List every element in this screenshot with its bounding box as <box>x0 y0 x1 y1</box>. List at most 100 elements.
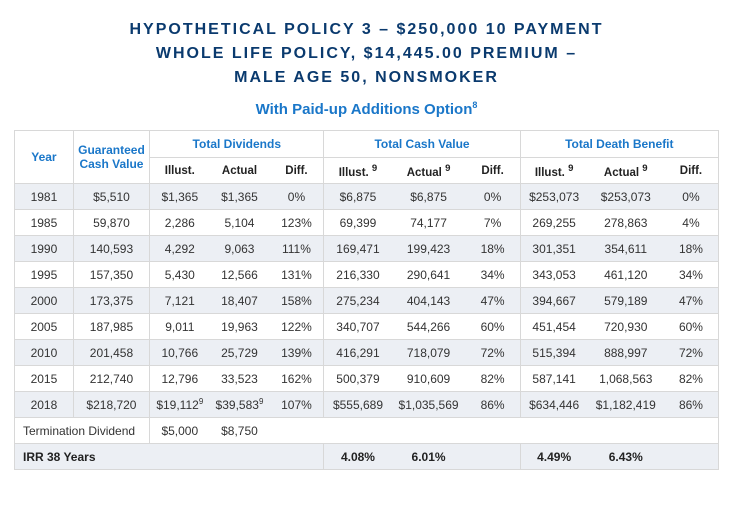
cell: 72% <box>466 340 521 366</box>
cell: 69,399 <box>324 210 392 236</box>
cell: 579,189 <box>588 288 664 314</box>
cell: 0% <box>466 184 521 210</box>
cell: 1981 <box>15 184 74 210</box>
cell: 275,234 <box>324 288 392 314</box>
cell <box>466 444 521 470</box>
title-line-3: MALE AGE 50, NONSMOKER <box>234 69 499 86</box>
cell: 34% <box>466 262 521 288</box>
cell: 2000 <box>15 288 74 314</box>
cell: 212,740 <box>73 366 149 392</box>
cell: $1,365 <box>150 184 210 210</box>
cell: 12,566 <box>210 262 270 288</box>
title: HYPOTHETICAL POLICY 3 – $250,000 10 PAYM… <box>14 18 719 90</box>
cell: $1,182,419 <box>588 392 664 418</box>
cell: 340,707 <box>324 314 392 340</box>
cell: 4.49% <box>520 444 588 470</box>
cell: 34% <box>664 262 719 288</box>
cell: 9,011 <box>150 314 210 340</box>
cell: $8,750 <box>210 418 270 444</box>
policy-table: Year Guaranteed Cash Value Total Dividen… <box>14 130 719 470</box>
sub-div-diff: Diff. <box>269 158 324 184</box>
table-body: 1981$5,510$1,365$1,3650%$6,875$6,8750%$2… <box>15 184 719 470</box>
table-row: 1981$5,510$1,365$1,3650%$6,875$6,8750%$2… <box>15 184 719 210</box>
cell: 7,121 <box>150 288 210 314</box>
cell: 18,407 <box>210 288 270 314</box>
cell: 72% <box>664 340 719 366</box>
cell: $39,5839 <box>210 392 270 418</box>
sub-cv-diff: Diff. <box>466 158 521 184</box>
cell: 301,351 <box>520 236 588 262</box>
cell: 290,641 <box>392 262 466 288</box>
cell: $6,875 <box>324 184 392 210</box>
cell: 1990 <box>15 236 74 262</box>
cell: 123% <box>269 210 324 236</box>
cell: 169,471 <box>324 236 392 262</box>
cell: 82% <box>664 366 719 392</box>
cell: 59,870 <box>73 210 149 236</box>
table-row: 2010201,45810,76625,729139%416,291718,07… <box>15 340 719 366</box>
cell: 162% <box>269 366 324 392</box>
subtitle: With Paid-up Additions Option8 <box>14 100 719 118</box>
sub-div-actual: Actual <box>210 158 270 184</box>
cell: 461,120 <box>588 262 664 288</box>
cell: 4% <box>664 210 719 236</box>
header-row-1: Year Guaranteed Cash Value Total Dividen… <box>15 131 719 158</box>
table-row-2018: 2018$218,720$19,1129$39,5839107%$555,689… <box>15 392 719 418</box>
sub-db-diff: Diff. <box>664 158 719 184</box>
cell: 4,292 <box>150 236 210 262</box>
cell: 5,104 <box>210 210 270 236</box>
cell: 404,143 <box>392 288 466 314</box>
cell: 86% <box>664 392 719 418</box>
sub-cv-actual: Actual 9 <box>392 158 466 184</box>
cell: 60% <box>466 314 521 340</box>
cell: 216,330 <box>324 262 392 288</box>
irr-label: IRR 38 Years <box>15 444 324 470</box>
cell: 0% <box>269 184 324 210</box>
title-line-2: WHOLE LIFE POLICY, $14,445.00 PREMIUM – <box>156 45 577 62</box>
title-line-1: HYPOTHETICAL POLICY 3 – $250,000 10 PAYM… <box>130 21 604 38</box>
cell: 6.43% <box>588 444 664 470</box>
cell: 157,350 <box>73 262 149 288</box>
cell: 500,379 <box>324 366 392 392</box>
cell: 2005 <box>15 314 74 340</box>
cell: 86% <box>466 392 521 418</box>
cell: 451,454 <box>520 314 588 340</box>
cell: 199,423 <box>392 236 466 262</box>
sub-div-illust: Illust. <box>150 158 210 184</box>
cell: 2015 <box>15 366 74 392</box>
cell: 12,796 <box>150 366 210 392</box>
col-total-div: Total Dividends <box>150 131 324 158</box>
empty-cell <box>269 418 718 444</box>
table-row: 1995157,3505,43012,566131%216,330290,641… <box>15 262 719 288</box>
col-total-cv: Total Cash Value <box>324 131 520 158</box>
cell: 140,593 <box>73 236 149 262</box>
table-row: 1990140,5934,2929,063111%169,471199,4231… <box>15 236 719 262</box>
cell: 10,766 <box>150 340 210 366</box>
cell: 19,963 <box>210 314 270 340</box>
cell: 18% <box>466 236 521 262</box>
cell: $634,446 <box>520 392 588 418</box>
col-total-db: Total Death Benefit <box>520 131 718 158</box>
cell: $5,510 <box>73 184 149 210</box>
cell: 1985 <box>15 210 74 236</box>
cell: 6.01% <box>392 444 466 470</box>
cell: 47% <box>466 288 521 314</box>
cell: $6,875 <box>392 184 466 210</box>
cell: 2018 <box>15 392 74 418</box>
cell: 718,079 <box>392 340 466 366</box>
cell: $218,720 <box>73 392 149 418</box>
cell: 47% <box>664 288 719 314</box>
cell: $19,1129 <box>150 392 210 418</box>
cell: 2,286 <box>150 210 210 236</box>
cell: 122% <box>269 314 324 340</box>
cell: 131% <box>269 262 324 288</box>
cell: 9,063 <box>210 236 270 262</box>
cell: 18% <box>664 236 719 262</box>
cell: $555,689 <box>324 392 392 418</box>
cell: 587,141 <box>520 366 588 392</box>
cell: 2010 <box>15 340 74 366</box>
term-div-label: Termination Dividend <box>15 418 150 444</box>
table-row: 2015212,74012,79633,523162%500,379910,60… <box>15 366 719 392</box>
cell: $1,365 <box>210 184 270 210</box>
cell <box>664 444 719 470</box>
